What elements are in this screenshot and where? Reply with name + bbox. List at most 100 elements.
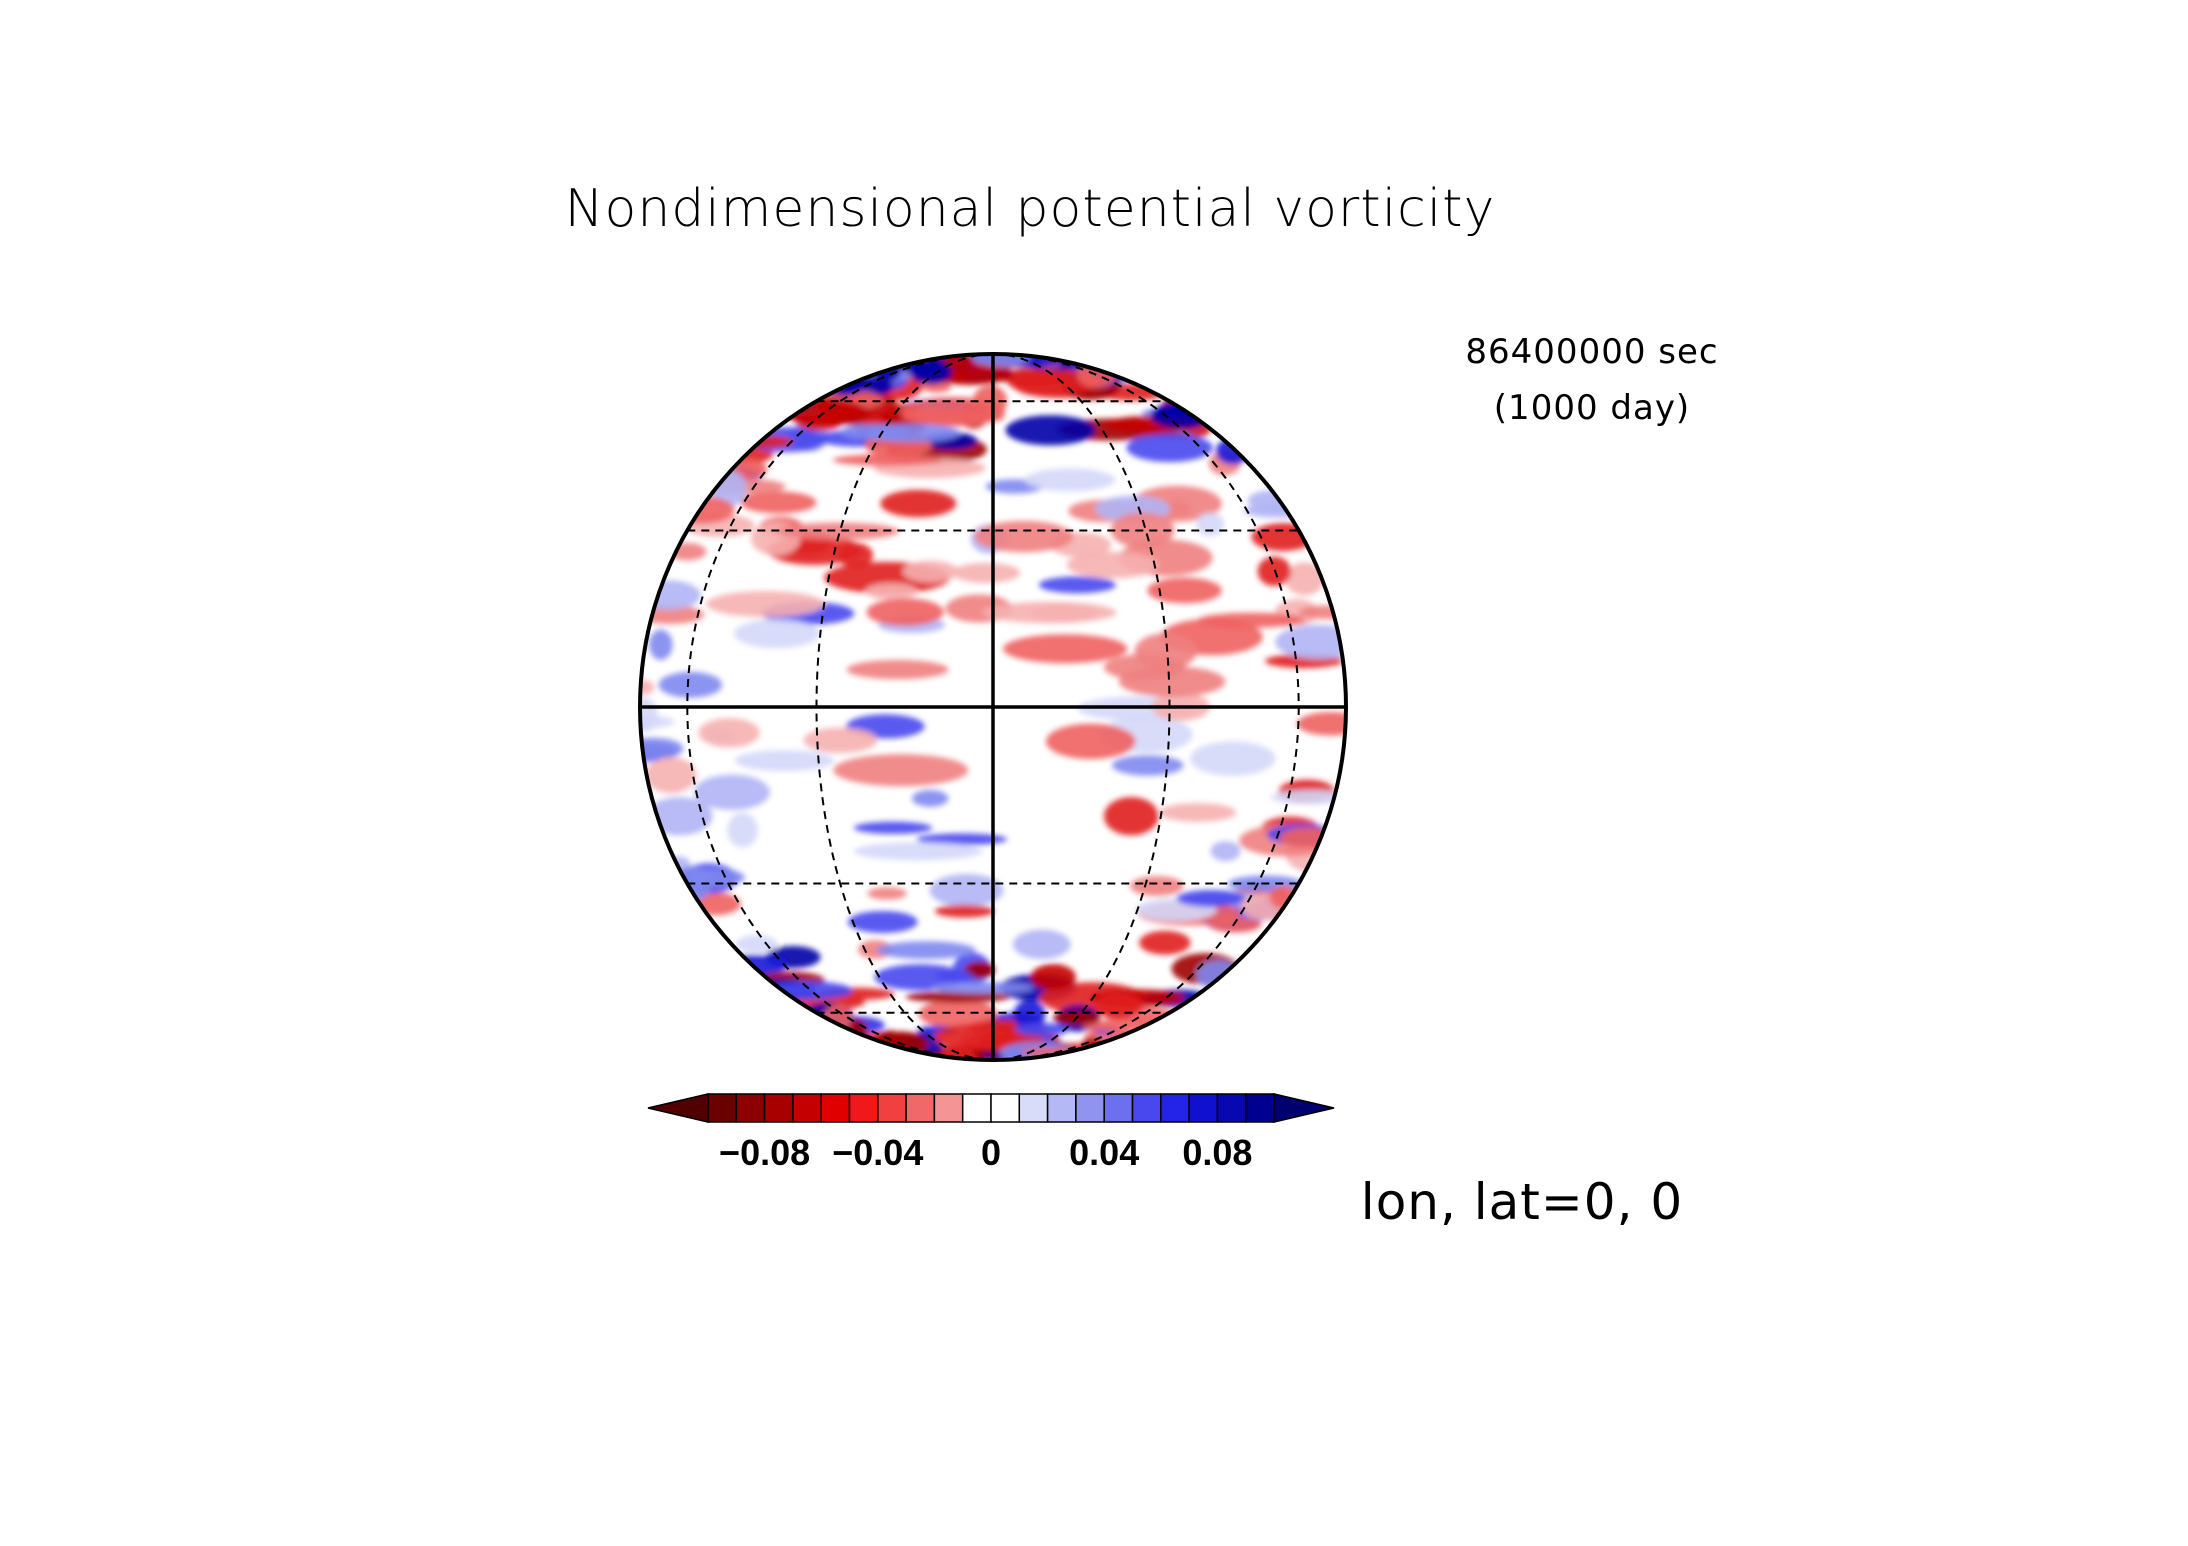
vorticity-blob [1012,929,1071,960]
colorbar-swatch [1244,1093,1275,1123]
vorticity-blob [640,679,655,695]
vorticity-blob [911,790,949,807]
vorticity-blob [1024,468,1116,492]
vorticity-blob [1275,624,1346,660]
vorticity-blob [706,591,825,617]
vorticity-blob [1103,797,1159,836]
vorticity-blob [974,520,1074,553]
colorbar-swatch [905,1093,936,1123]
vorticity-blob [847,910,918,933]
vorticity-blob [803,727,878,754]
vorticity-blob [874,964,967,991]
vorticity-blob [1147,577,1222,604]
view-center-label: lon, lat=0, 0 [1361,1173,1683,1231]
vorticity-blob [1196,512,1225,537]
vorticity-blob [853,821,933,834]
colorbar-swatch [848,1093,879,1123]
vorticity-blob [727,812,758,848]
colorbar-swatch [877,1093,907,1123]
vorticity-blob [1210,841,1241,862]
vorticity-blob [934,904,995,918]
vorticity-blob [982,601,1117,624]
vorticity-blob [735,935,778,953]
colorbar-tick-label: 0.04 [1069,1132,1139,1173]
vorticity-blob [640,737,684,760]
vorticity-blob [866,598,944,627]
vorticity-blob [832,454,942,466]
vorticity-blob [648,629,673,660]
vorticity-blob [776,522,900,541]
vorticity-blob [1118,666,1226,697]
colorbar-swatch [1075,1093,1105,1123]
vorticity-blob [876,941,976,960]
vorticity-blob [1176,890,1245,907]
vorticity-blob [734,750,835,772]
globe-outline [638,352,1348,1062]
vorticity-blob [1296,712,1346,736]
colorbar-swatch [1131,1093,1162,1123]
vorticity-blob [698,718,760,748]
colorbar-tick-label: −0.04 [832,1132,923,1173]
vorticity-blob [658,671,723,698]
vorticity-blob [934,970,974,981]
globe-map [638,352,1348,1062]
colorbar-tick-label: 0 [981,1132,1001,1173]
vorticity-blob [645,757,697,794]
vorticity-blob [764,981,853,1000]
colorbar [647,1093,1335,1123]
vorticity-blob [1285,562,1325,596]
vorticity-blob [1139,930,1191,955]
colorbar-tick-labels: −0.08 −0.04 0 0.04 0.08 [719,1132,1252,1173]
vorticity-blob [853,842,983,861]
vorticity-blob [931,982,1034,994]
vorticity-blob [740,491,817,514]
vorticity-blob [846,659,949,680]
plot-title: Nondimensional potential vorticity [565,179,1496,239]
colorbar-swatch [933,1093,964,1123]
vorticity-blob [1298,605,1346,620]
vorticity-blob [867,887,907,900]
vorticity-blob [1111,755,1184,776]
vorticity-blob [734,619,820,649]
colorbar-swatch [1188,1093,1219,1123]
vorticity-blob [1279,827,1336,848]
vorticity-blob [1013,999,1046,1030]
colorbar-extend-max [1273,1093,1335,1123]
colorbar-tick-label: −0.08 [719,1132,810,1173]
colorbar-swatch [735,1093,766,1123]
vorticity-blob [1130,875,1184,897]
vorticity-blob [1270,790,1346,805]
vorticity-blob [1003,634,1128,664]
colorbar-swatch [1160,1093,1190,1123]
colorbar-swatch [1103,1093,1134,1123]
vorticity-blob [686,868,745,887]
colorbar-tick-label: 0.08 [1182,1132,1252,1173]
vorticity-blob [1189,741,1276,776]
vorticity-blob [918,998,998,1029]
vorticity-blob [902,560,959,583]
vorticity-blob [837,543,874,568]
colorbar-swatch [707,1093,738,1123]
colorbar-swatch [792,1093,822,1123]
colorbar-swatch [1018,1093,1049,1123]
meridian-line [992,354,1300,1060]
vorticity-blob [833,754,969,787]
time-days-label: (1000 day) [1494,388,1690,428]
vorticity-blob [1045,723,1136,760]
colorbar-swatch [1216,1093,1247,1123]
colorbar-swatch [990,1093,1021,1123]
vorticity-blob [929,873,1004,907]
colorbar-extend-min [647,1093,709,1123]
vorticity-blob [905,990,1011,1003]
vorticity-blob [694,774,770,810]
vorticity-blob [1014,1022,1070,1037]
vorticity-blob [1159,803,1237,822]
vorticity-blob [916,833,1008,846]
time-seconds-label: 86400000 sec [1465,332,1718,372]
vorticity-blob [1005,415,1096,446]
vorticity-blob [1038,576,1116,594]
vorticity-blob [1134,633,1198,670]
vorticity-blob [902,409,1005,425]
vorticity-blob [1094,992,1143,1019]
vorticity-blob [1030,963,1077,991]
